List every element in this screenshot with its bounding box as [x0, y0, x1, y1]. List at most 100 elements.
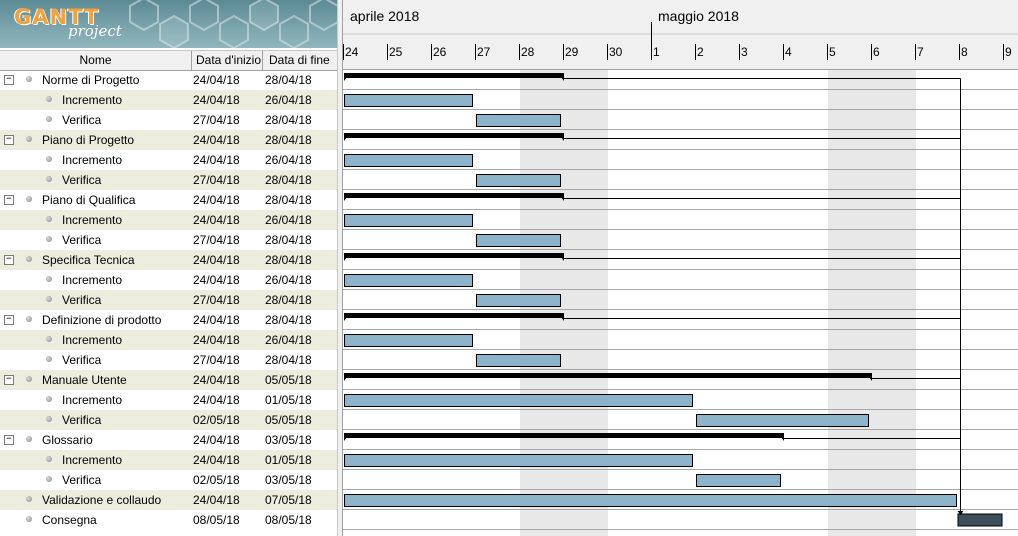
logo-subtitle: project: [68, 22, 122, 40]
task-bullet-icon: [46, 396, 52, 402]
summary-bar[interactable]: [344, 253, 564, 258]
task-bar[interactable]: [476, 234, 561, 247]
task-end-date: 07/05/18: [265, 493, 312, 507]
task-name: Incremento: [62, 93, 123, 107]
task-start-date: 24/04/18: [193, 313, 240, 327]
task-end-date: 26/04/18: [265, 333, 312, 347]
task-bar[interactable]: [344, 394, 693, 407]
task-row[interactable]: Verifica 27/04/18 28/04/18: [0, 230, 337, 250]
task-start-date: 24/04/18: [193, 213, 240, 227]
task-bullet-icon: [26, 256, 32, 262]
task-bullet-icon: [46, 476, 52, 482]
task-row[interactable]: Incremento 24/04/18 26/04/18: [0, 210, 337, 230]
task-row[interactable]: − Glossario 24/04/18 03/05/18: [0, 430, 337, 450]
task-row[interactable]: − Manuale Utente 24/04/18 05/05/18: [0, 370, 337, 390]
day-label: 26: [433, 45, 447, 59]
task-name: Incremento: [62, 153, 123, 167]
summary-end-cap: [558, 253, 564, 261]
task-bar[interactable]: [476, 114, 561, 127]
day-label: 30: [609, 45, 623, 59]
task-row[interactable]: Verifica 27/04/18 28/04/18: [0, 290, 337, 310]
column-header-name[interactable]: Nome: [0, 51, 192, 70]
task-bullet-icon: [46, 116, 52, 122]
collapse-toggle-icon[interactable]: −: [4, 195, 14, 205]
column-header-end[interactable]: Data di fine: [269, 53, 330, 67]
task-row[interactable]: Incremento 24/04/18 26/04/18: [0, 330, 337, 350]
task-bar[interactable]: [344, 214, 473, 227]
summary-end-cap: [558, 73, 564, 81]
task-row[interactable]: Verifica 02/05/18 03/05/18: [0, 470, 337, 490]
task-row[interactable]: Verifica 27/04/18 28/04/18: [0, 170, 337, 190]
task-name: Consegna: [42, 513, 97, 527]
task-start-date: 24/04/18: [193, 273, 240, 287]
task-row[interactable]: Verifica 02/05/18 05/05/18: [0, 410, 337, 430]
task-end-date: 28/04/18: [265, 253, 312, 267]
task-row[interactable]: Verifica 27/04/18 28/04/18: [0, 350, 337, 370]
collapse-toggle-icon[interactable]: −: [4, 435, 14, 445]
task-bar[interactable]: [344, 494, 957, 507]
task-bar[interactable]: [476, 294, 561, 307]
day-label: 6: [873, 45, 880, 59]
day-label: 9: [1005, 45, 1012, 59]
task-end-date: 26/04/18: [265, 153, 312, 167]
summary-bar[interactable]: [344, 73, 564, 78]
task-start-date: 24/04/18: [193, 433, 240, 447]
task-row[interactable]: − Specifica Tecnica 24/04/18 28/04/18: [0, 250, 337, 270]
task-name: Definizione di prodotto: [42, 313, 162, 327]
task-row[interactable]: − Norme di Progetto 24/04/18 28/04/18: [0, 70, 337, 90]
task-start-date: 02/05/18: [193, 473, 240, 487]
collapse-toggle-icon[interactable]: −: [4, 375, 14, 385]
task-bullet-icon: [26, 376, 32, 382]
gantt-chart: aprile 2018 maggio 2018 24 25 26 27 28 29 30 1 2 3 4…: [343, 0, 1018, 536]
task-row[interactable]: Incremento 24/04/18 26/04/18: [0, 150, 337, 170]
summary-bar[interactable]: [344, 373, 872, 378]
summary-start-cap: [344, 193, 350, 201]
summary-bar[interactable]: [344, 433, 784, 438]
task-end-date: 03/05/18: [265, 433, 312, 447]
column-header-start[interactable]: Data d'inizio: [192, 51, 263, 70]
collapse-toggle-icon[interactable]: −: [4, 135, 14, 145]
summary-bar[interactable]: [344, 313, 564, 318]
task-bar[interactable]: [344, 94, 473, 107]
task-name: Piano di Qualifica: [42, 193, 136, 207]
task-tree-panel: GANTT project Nome Data d'inizio Data di…: [0, 0, 337, 536]
task-name: Incremento: [62, 213, 123, 227]
task-bar[interactable]: [696, 414, 869, 427]
task-row[interactable]: Incremento 24/04/18 26/04/18: [0, 270, 337, 290]
collapse-toggle-icon[interactable]: −: [4, 255, 14, 265]
day-label: 1: [653, 45, 660, 59]
task-row[interactable]: − Definizione di prodotto 24/04/18 28/04/18: [0, 310, 337, 330]
task-bar[interactable]: [344, 274, 473, 287]
task-end-date: 28/04/18: [265, 353, 312, 367]
task-start-date: 24/04/18: [193, 133, 240, 147]
hexagon-pattern: [129, 0, 337, 48]
summary-bar[interactable]: [344, 133, 564, 138]
day-label: 28: [521, 45, 535, 59]
task-bar[interactable]: [696, 474, 781, 487]
task-bar[interactable]: [344, 454, 693, 467]
day-label: 3: [741, 45, 748, 59]
splitter[interactable]: [337, 0, 343, 536]
task-bar[interactable]: [476, 174, 561, 187]
task-bar[interactable]: [476, 354, 561, 367]
collapse-toggle-icon[interactable]: −: [4, 315, 14, 325]
task-row[interactable]: Incremento 24/04/18 01/05/18: [0, 390, 337, 410]
task-start-date: 24/04/18: [193, 453, 240, 467]
task-row[interactable]: Validazione e collaudo 24/04/18 07/05/18: [0, 490, 337, 510]
milestone-bar[interactable]: [957, 513, 1003, 527]
task-row[interactable]: Incremento 24/04/18 01/05/18: [0, 450, 337, 470]
task-bullet-icon: [46, 156, 52, 162]
task-row[interactable]: Consegna 08/05/18 08/05/18: [0, 510, 337, 530]
task-bar[interactable]: [344, 154, 473, 167]
collapse-toggle-icon[interactable]: −: [4, 75, 14, 85]
task-bar[interactable]: [344, 334, 473, 347]
task-name: Verifica: [62, 293, 102, 307]
summary-start-cap: [344, 373, 350, 381]
task-end-date: 05/05/18: [265, 373, 312, 387]
task-row[interactable]: Incremento 24/04/18 26/04/18: [0, 90, 337, 110]
day-label: 24: [345, 45, 359, 59]
task-row[interactable]: − Piano di Progetto 24/04/18 28/04/18: [0, 130, 337, 150]
summary-bar[interactable]: [344, 193, 564, 198]
task-row[interactable]: − Piano di Qualifica 24/04/18 28/04/18: [0, 190, 337, 210]
task-row[interactable]: Verifica 27/04/18 28/04/18: [0, 110, 337, 130]
